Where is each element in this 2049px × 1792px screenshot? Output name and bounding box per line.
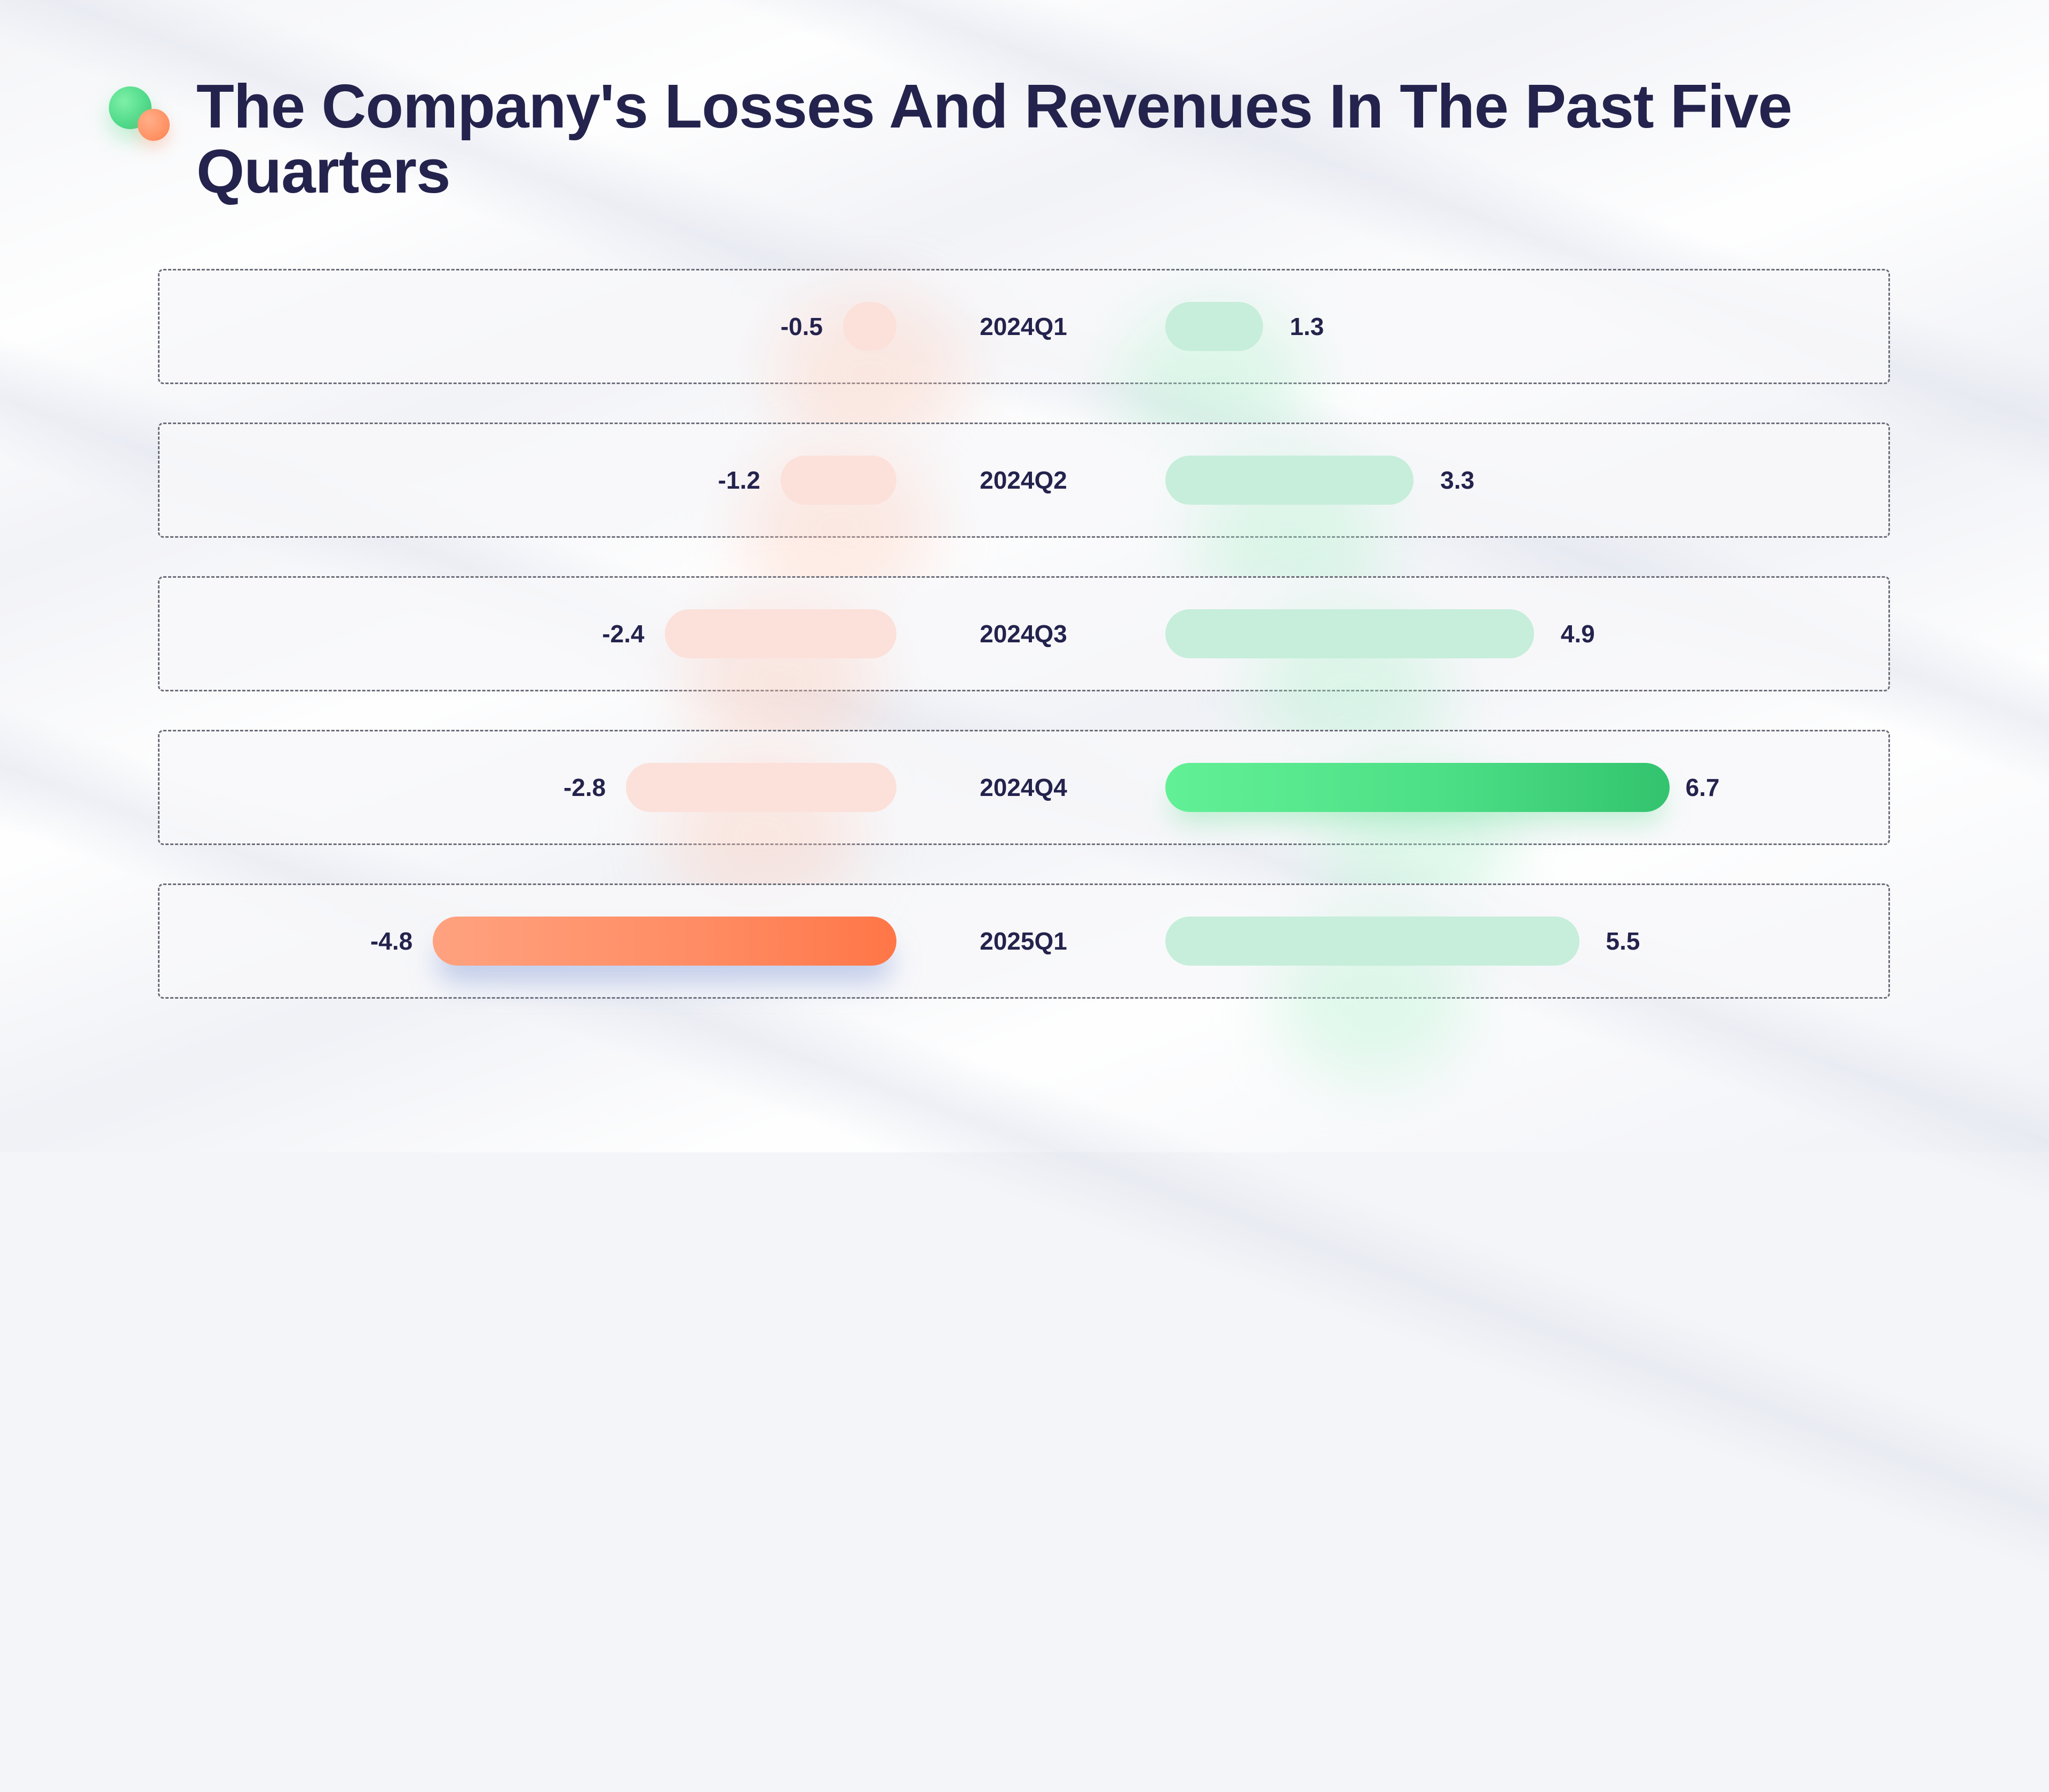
loss-bar: [433, 917, 896, 966]
revenue-value-label: 6.7: [1685, 774, 1720, 801]
revenue-bar: [1165, 302, 1264, 351]
revenue-value-label: 4.9: [1560, 620, 1595, 648]
revenue-value-label: 5.5: [1606, 927, 1640, 955]
loss-value-label: -2.4: [602, 620, 645, 648]
orange-dot-icon: [138, 109, 170, 141]
quarter-label: 2025Q1: [980, 927, 1067, 955]
quarter-label: 2024Q4: [980, 774, 1067, 801]
revenue-bar: [1165, 456, 1414, 505]
chart-row: [158, 423, 1890, 538]
revenue-value-label: 3.3: [1440, 466, 1475, 494]
quarter-label: 2024Q1: [980, 313, 1067, 340]
chart-row: [158, 576, 1890, 691]
loss-bar: [780, 456, 896, 505]
revenue-value-label: 1.3: [1290, 313, 1324, 340]
chart-row: [158, 269, 1890, 384]
loss-bar: [626, 763, 896, 812]
loss-value-label: -1.2: [718, 466, 760, 494]
diverging-bar-chart: -0.5 2024Q1 1.3 -1.2 2024Q2 3.3 -2.4 2024Q3 4.9 -…: [158, 269, 1890, 1080]
revenue-bar: [1165, 763, 1670, 812]
quarter-label: 2024Q3: [980, 620, 1067, 648]
loss-value-label: -4.8: [370, 927, 413, 955]
loss-value-label: -2.8: [563, 774, 606, 801]
revenue-bar: [1165, 609, 1534, 658]
loss-bar: [843, 302, 896, 351]
quarter-label: 2024Q2: [980, 466, 1067, 494]
revenue-bar: [1165, 917, 1579, 966]
chart-title: The Company's Losses And Revenues In The…: [196, 71, 1792, 206]
two-dots-logo-icon: [107, 86, 176, 150]
loss-bar: [664, 609, 896, 658]
loss-value-label: -0.5: [780, 313, 823, 340]
